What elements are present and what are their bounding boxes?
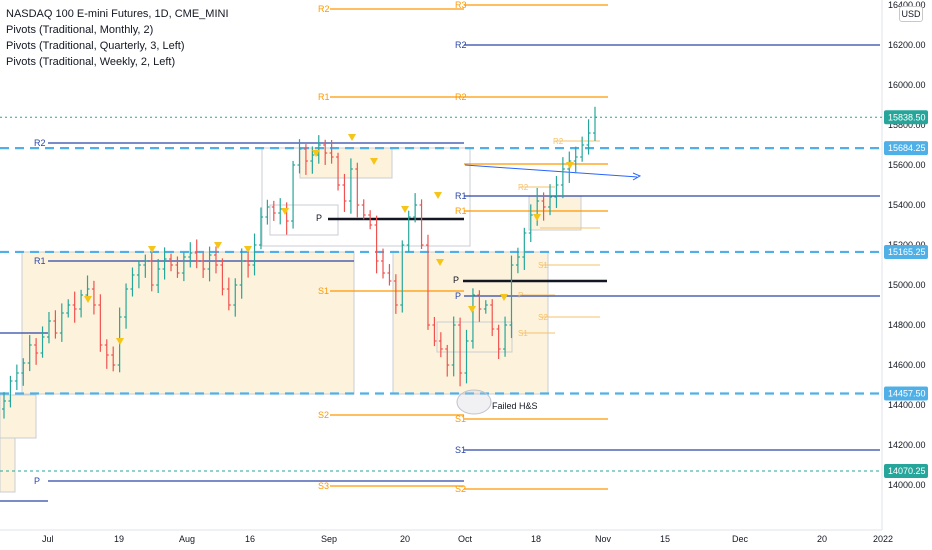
- x-tick-label: 20: [400, 534, 410, 544]
- week-box-mid: [436, 321, 513, 353]
- y-tick-label: 15400.00: [888, 200, 926, 210]
- y-tick-label: 15000.00: [888, 280, 926, 290]
- y-tick-label: 16000.00: [888, 80, 926, 90]
- pivot-weekly-label-4: S2: [538, 313, 548, 322]
- x-tick-label: Nov: [595, 534, 612, 544]
- currency-button[interactable]: USD: [899, 6, 923, 22]
- x-tick-label: Oct: [458, 534, 473, 544]
- pivot-quarterly-r1-q3-label: R1: [34, 256, 46, 266]
- quarter-box-q3: [21, 251, 355, 395]
- x-tick-label: Aug: [179, 534, 195, 544]
- pivot-monthly-r3-label: R3: [455, 0, 467, 10]
- badge-level-15684-bg: [884, 141, 928, 156]
- signal-marker: [468, 306, 476, 313]
- signal-marker: [214, 242, 222, 249]
- pivot-weekly-label-1: R2: [518, 183, 529, 192]
- pivot-monthly-s1-sep-label: S1: [318, 286, 329, 296]
- signal-marker: [148, 246, 156, 253]
- y-tick-label: 14400.00: [888, 400, 926, 410]
- pivot-quarterly-r2-q3-label: R2: [34, 138, 46, 148]
- y-tick-label: 14000.00: [888, 480, 926, 490]
- pivot-monthly-s3-sep-label: S3: [318, 481, 329, 491]
- pivot-quarterly-r1-q4-label: R1: [455, 191, 467, 201]
- signal-marker: [436, 259, 444, 266]
- pivot-monthly-r1-oct-label: R1: [455, 206, 467, 216]
- range-box-p: [269, 204, 339, 236]
- x-tick-label: 15: [660, 534, 670, 544]
- pivot-quarterly-s1-q4-label: S1: [455, 445, 466, 455]
- signal-marker: [312, 150, 320, 157]
- pivot-quarterly-p-q4-label: P: [455, 291, 461, 301]
- x-tick-label: 2022: [873, 534, 893, 544]
- legend-indicator-monthly: Pivots (Traditional, Monthly, 2): [6, 24, 154, 36]
- pivot-weekly-label-5: S1: [518, 329, 528, 338]
- x-tick-label: Dec: [732, 534, 749, 544]
- week-box-early: [0, 394, 37, 439]
- x-tick-label: 18: [531, 534, 541, 544]
- pivot-monthly-s1-oct-label: S1: [455, 414, 466, 424]
- legend-indicator-quarterly: Pivots (Traditional, Quarterly, 3, Left): [6, 40, 185, 52]
- y-tick-label: 15800.00: [888, 120, 926, 130]
- x-tick-label: Sep: [321, 534, 337, 544]
- legend-indicator-weekly: Pivots (Traditional, Weekly, 2, Left): [6, 56, 176, 68]
- signal-marker: [566, 162, 574, 169]
- signal-marker: [500, 294, 508, 301]
- badge-level-15684: 15684.25: [888, 143, 926, 153]
- pivot-weekly-label-3: S1: [538, 261, 548, 270]
- badge-level-15165-bg: [884, 244, 928, 259]
- pivot-quarterly-p-q3-label: P: [34, 476, 40, 486]
- pivot-monthly-r1-sep-label: R1: [318, 92, 330, 102]
- y-tick-label: 14800.00: [888, 320, 926, 330]
- badge-level-14070: 14070.25: [888, 466, 926, 476]
- badge-level-14457: 14457.50: [888, 389, 926, 399]
- trend-arrow-head: [632, 172, 642, 181]
- signal-marker: [281, 208, 289, 215]
- badge-last-price-bg: [884, 110, 928, 125]
- trend-arrow-line: [464, 164, 638, 178]
- badge-level-15165: 15165.25: [888, 247, 926, 257]
- signal-marker: [348, 134, 356, 141]
- x-tick-label: 19: [114, 534, 124, 544]
- pivot-bold-oct-label: P: [453, 275, 459, 285]
- signal-marker: [401, 206, 409, 213]
- signal-marker: [370, 158, 378, 165]
- badge-last-price: 15838.50: [888, 112, 926, 122]
- signal-marker: [434, 192, 442, 199]
- signal-marker: [244, 246, 252, 253]
- pivot-monthly-s2-oct-label: S2: [455, 484, 466, 494]
- y-tick-label: 15600.00: [888, 160, 926, 170]
- badge-level-14457-bg: [884, 386, 928, 401]
- pivot-monthly-r2-sep-label: R2: [318, 4, 330, 14]
- pivot-bold-sep-label: P: [316, 213, 322, 223]
- signal-marker: [84, 296, 92, 303]
- chart-legend: NASDAQ 100 E-mini Futures, 1D, CME_MINI …: [6, 6, 229, 70]
- y-tick-label: 16200.00: [888, 40, 926, 50]
- x-tick-label: 20: [817, 534, 827, 544]
- x-tick-label: Jul: [42, 534, 54, 544]
- signal-marker: [116, 338, 124, 345]
- failed-hs-label: Failed H&S: [492, 401, 538, 411]
- pivot-quarterly-r2-q4-label: R2: [455, 40, 467, 50]
- signal-marker: [533, 214, 541, 221]
- week-box-early-lower: [0, 437, 16, 493]
- badge-level-14070-bg: [884, 463, 928, 478]
- pivot-monthly-s2-sep-label: S2: [318, 410, 329, 420]
- pivot-weekly-label-0: R2: [553, 137, 564, 146]
- y-tick-label: 14200.00: [888, 440, 926, 450]
- legend-title: NASDAQ 100 E-mini Futures, 1D, CME_MINI: [6, 8, 229, 20]
- x-tick-label: 16: [245, 534, 255, 544]
- pivot-weekly-label-6: P: [518, 291, 523, 300]
- y-tick-label: 16400.00: [888, 0, 926, 10]
- failed-hs-ellipse: [456, 389, 492, 415]
- y-tick-label: 14600.00: [888, 360, 926, 370]
